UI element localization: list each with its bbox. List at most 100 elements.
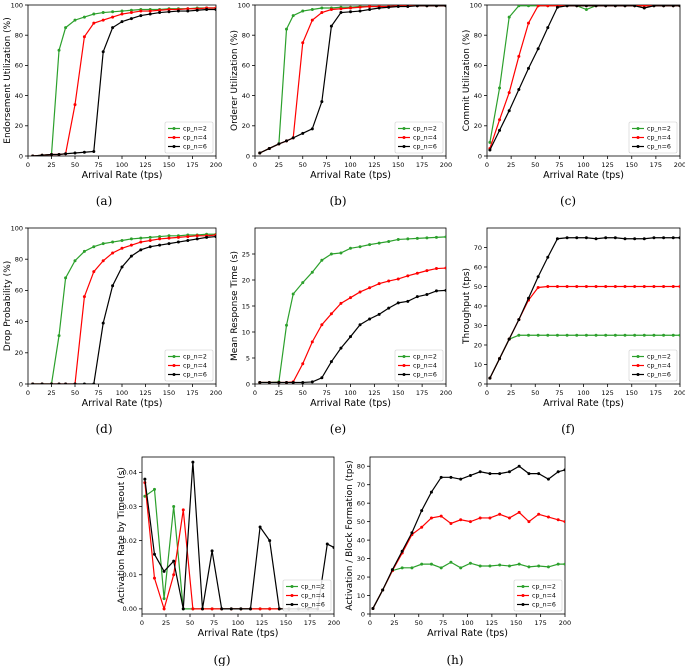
data-point <box>186 7 190 11</box>
data-point <box>40 382 44 384</box>
data-point <box>339 346 343 350</box>
x-tick-label: 175 <box>186 389 198 397</box>
x-tick-label: 0 <box>368 619 372 627</box>
data-point <box>111 284 115 288</box>
data-point <box>267 146 271 150</box>
data-point <box>507 337 511 341</box>
data-point <box>186 235 190 239</box>
data-point <box>139 236 143 240</box>
data-point <box>92 21 96 25</box>
x-tick-label: 150 <box>392 161 404 169</box>
x-tick-label: 150 <box>626 389 638 397</box>
data-point <box>167 234 171 238</box>
legend-box <box>394 121 444 154</box>
data-point <box>537 564 541 568</box>
data-point <box>662 333 666 337</box>
data-point <box>291 136 295 140</box>
data-point <box>195 8 199 12</box>
y-tick-label: 0 <box>361 610 365 618</box>
legend-marker <box>521 594 525 597</box>
data-point <box>57 152 61 156</box>
data-point <box>536 285 540 289</box>
x-tick-label: 0 <box>140 619 144 627</box>
x-tick-label: 75 <box>210 619 218 627</box>
y-tick-label: 5 <box>246 354 250 362</box>
data-point <box>678 5 680 8</box>
data-point <box>368 8 372 12</box>
data-point <box>258 151 262 155</box>
y-tick-label: 10 <box>474 361 482 369</box>
data-point <box>120 246 124 250</box>
data-point <box>162 597 166 601</box>
x-tick-label: 125 <box>601 389 613 397</box>
y-tick-label: 60 <box>357 499 365 507</box>
data-point <box>604 236 608 240</box>
data-point <box>415 5 419 8</box>
x-tick-label: 150 <box>163 389 175 397</box>
x-tick-label: 25 <box>390 619 398 627</box>
legend-box <box>628 121 678 154</box>
data-point <box>320 323 324 327</box>
x-tick-label: 50 <box>299 161 307 169</box>
data-point <box>139 248 143 252</box>
data-point <box>434 267 438 271</box>
data-point <box>396 301 400 305</box>
data-point <box>111 15 115 19</box>
data-point <box>468 520 472 524</box>
x-tick-label: 75 <box>555 389 563 397</box>
data-point <box>358 290 362 294</box>
legend-marker <box>636 373 640 376</box>
data-point <box>546 255 550 259</box>
data-point <box>623 333 627 337</box>
data-point <box>200 607 204 611</box>
chart-panel-b: 0 25 50 75 100 125 150 175 200020406080100Arriva… <box>230 1 452 208</box>
data-point <box>563 468 565 472</box>
y-tick-label: 50 <box>474 283 482 291</box>
data-point <box>57 48 61 52</box>
data-point <box>498 86 502 90</box>
legend-entry: cp_n=6 <box>647 144 671 151</box>
y-axis-label: Activation / Block Formation (tps) <box>345 460 355 610</box>
data-point <box>425 269 429 273</box>
data-point <box>101 321 105 325</box>
legend-marker <box>172 136 176 139</box>
data-point <box>584 236 588 240</box>
data-point <box>546 5 550 8</box>
data-point <box>420 562 424 566</box>
x-tick-label: 25 <box>162 619 170 627</box>
data-point <box>120 9 124 13</box>
data-point <box>478 564 482 568</box>
legend-marker <box>521 585 525 588</box>
x-tick-label: 75 <box>94 389 102 397</box>
chart-panel-c: 0 25 50 75 100 125 150 175 200020406080100Arriva… <box>462 1 685 208</box>
data-point <box>507 15 511 19</box>
data-point <box>396 277 400 281</box>
y-tick-label: 60 <box>474 62 482 70</box>
data-point <box>152 576 156 580</box>
data-point <box>181 508 185 512</box>
panel-caption: (c) <box>560 194 576 208</box>
legend: cp_n=2 cp_n=4 cp_n=6 <box>282 579 332 612</box>
y-tick-label: 100 <box>470 1 482 9</box>
data-point <box>517 318 521 322</box>
y-tick-label: 20 <box>242 276 250 284</box>
y-axis-label: Throughput (tps) <box>462 268 472 345</box>
panel-caption: (e) <box>330 422 346 436</box>
legend-marker <box>172 373 176 376</box>
x-tick-label: 150 <box>626 161 638 169</box>
x-tick-label: 25 <box>275 389 283 397</box>
x-tick-label: 200 <box>440 389 452 397</box>
data-point <box>377 282 381 286</box>
data-point <box>172 504 176 508</box>
data-point <box>671 285 675 288</box>
series-cp_n=6 <box>31 8 216 156</box>
x-tick-label: 50 <box>71 389 79 397</box>
data-point <box>527 565 531 569</box>
legend-entry: cp_n=6 <box>532 602 556 609</box>
data-point <box>488 376 492 380</box>
y-tick-label: 50 <box>357 518 365 526</box>
y-tick-label: 0.02 <box>123 537 137 545</box>
data-point <box>148 245 152 249</box>
legend-marker <box>172 364 176 367</box>
data-point <box>449 475 453 479</box>
